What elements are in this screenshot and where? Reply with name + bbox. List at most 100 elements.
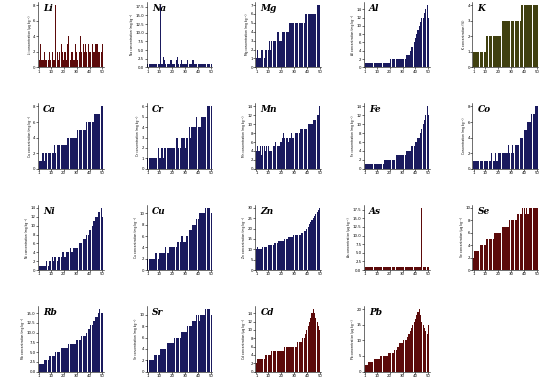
Bar (319, 330, 320, 372)
Bar (63, 252, 64, 270)
Bar (194, 320, 195, 372)
Bar (521, 5, 522, 67)
Bar (68, 36, 69, 67)
Bar (514, 21, 516, 67)
Bar (532, 5, 533, 67)
Bar (420, 267, 421, 270)
Bar (174, 148, 175, 169)
Bar (54, 356, 55, 372)
Bar (176, 138, 177, 169)
Bar (365, 63, 366, 67)
Bar (189, 127, 190, 169)
Bar (402, 344, 403, 372)
Bar (408, 151, 410, 169)
Bar (178, 148, 179, 169)
Bar (428, 267, 429, 270)
Bar (163, 253, 164, 270)
Bar (91, 44, 93, 67)
Bar (412, 46, 413, 67)
Bar (156, 253, 157, 270)
Bar (388, 267, 389, 270)
Bar (256, 249, 257, 270)
Bar (389, 63, 390, 67)
Bar (407, 337, 408, 372)
Bar (525, 5, 526, 67)
Bar (313, 309, 314, 372)
Bar (376, 359, 377, 372)
Bar (58, 60, 59, 67)
Bar (76, 341, 77, 372)
Bar (306, 14, 307, 67)
Bar (64, 257, 65, 270)
Bar (410, 331, 411, 372)
Bar (201, 214, 202, 270)
Bar (314, 120, 315, 169)
Bar (257, 147, 258, 169)
Bar (167, 253, 168, 270)
Bar (415, 267, 416, 270)
Bar (513, 220, 514, 270)
Bar (94, 114, 95, 169)
Bar (58, 146, 59, 169)
Bar (287, 347, 288, 372)
Bar (497, 36, 498, 67)
Bar (184, 332, 186, 372)
Bar (365, 365, 366, 372)
Text: Zn: Zn (260, 207, 274, 216)
Bar (368, 267, 370, 270)
Bar (169, 64, 170, 67)
Bar (293, 138, 294, 169)
Bar (189, 64, 190, 67)
Bar (181, 60, 182, 67)
Bar (97, 114, 98, 169)
Bar (489, 36, 490, 67)
Bar (195, 127, 196, 169)
Bar (170, 60, 171, 67)
Bar (384, 356, 385, 372)
Bar (495, 36, 496, 67)
Bar (505, 226, 506, 270)
Bar (424, 14, 425, 67)
Bar (319, 5, 320, 67)
Bar (494, 36, 495, 67)
Bar (302, 233, 304, 270)
Bar (520, 138, 521, 169)
Bar (425, 115, 426, 169)
Bar (370, 362, 371, 372)
Bar (378, 267, 379, 270)
Bar (521, 214, 522, 270)
Bar (489, 161, 490, 169)
Bar (50, 60, 51, 67)
Bar (315, 120, 316, 169)
Bar (90, 230, 91, 270)
Bar (262, 359, 263, 372)
Bar (398, 347, 399, 372)
Bar (418, 138, 419, 169)
Bar (89, 122, 90, 169)
Bar (62, 348, 63, 372)
Bar (190, 64, 191, 67)
Bar (372, 267, 373, 270)
Bar (269, 245, 270, 270)
Bar (287, 239, 288, 270)
Bar (38, 364, 39, 372)
Bar (269, 355, 270, 372)
Bar (480, 161, 481, 169)
Bar (500, 233, 502, 270)
Bar (297, 342, 298, 372)
Bar (204, 315, 205, 372)
Bar (266, 355, 267, 372)
Bar (516, 220, 517, 270)
Bar (95, 114, 96, 169)
Bar (88, 329, 89, 372)
Bar (381, 267, 382, 270)
Bar (301, 233, 302, 270)
Bar (498, 36, 499, 67)
Bar (310, 317, 311, 372)
Bar (261, 359, 262, 372)
Bar (276, 147, 278, 169)
Bar (147, 259, 148, 270)
Bar (293, 347, 294, 372)
Bar (497, 161, 498, 169)
Bar (101, 313, 102, 372)
